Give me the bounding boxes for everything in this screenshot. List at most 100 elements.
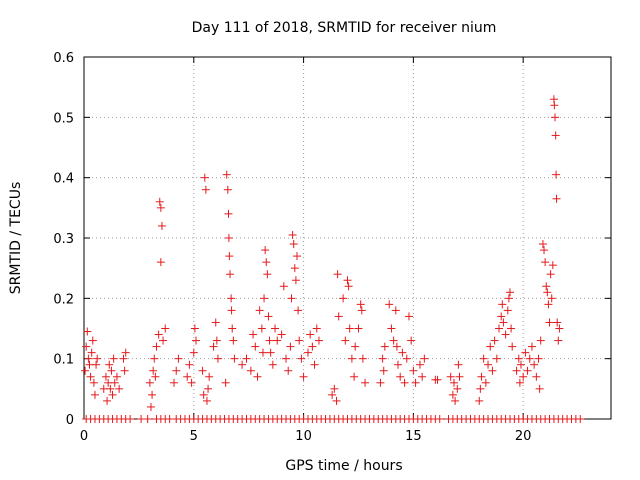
data-point [354,324,363,333]
y-axis-label: SRMTID / TECUs [8,182,24,295]
data-point [497,312,506,321]
data-point [101,372,110,381]
grid [84,57,611,419]
data-point [86,372,95,381]
data-point [174,354,183,363]
data-point [451,396,460,405]
data-point [308,342,317,351]
data-point [121,348,130,357]
data-point [159,336,168,345]
data-point [546,270,555,279]
data-point [389,336,398,345]
data-point [120,366,129,375]
data-point [106,384,115,393]
data-point [333,270,342,279]
data-point [555,324,564,333]
data-point [475,396,484,405]
data-point [481,378,490,387]
x-axis-label: GPS time / hours [285,458,402,474]
data-point [532,372,541,381]
data-point [514,354,523,363]
data-point [476,384,485,393]
data-point [185,360,194,369]
data-point [498,300,507,309]
zero-data-point [576,415,585,423]
data-point [119,354,128,363]
data-point [402,354,411,363]
data-point [523,366,532,375]
data-point [279,282,288,291]
data-point [334,312,343,321]
data-point [407,336,416,345]
data-point [544,300,553,309]
data-point [228,324,237,333]
data-point [553,318,562,327]
data-point [249,330,258,339]
data-point [81,366,90,375]
data-point [550,101,559,110]
y-tick-label: 0.6 [53,51,74,66]
data-point [155,197,164,206]
data-point [328,390,337,399]
data-point [287,294,296,303]
data-point [90,390,99,399]
data-point [415,360,424,369]
data-point [486,342,495,351]
data-point [187,378,196,387]
x-ticks: 0 5 10 15 20 [80,57,532,444]
data-point [547,294,556,303]
data-point [455,372,464,381]
data-point [330,384,339,393]
data-point [115,384,124,393]
data-point [504,294,513,303]
data-point [105,360,114,369]
data-point [552,194,561,203]
data-point [93,354,102,363]
data-point [198,366,207,375]
data-point [265,336,274,345]
data-point [224,234,233,242]
data-point [505,288,514,297]
data-point [521,348,530,357]
data-point [268,360,277,369]
data-point [351,342,360,351]
x-tick-label: 20 [515,429,532,444]
data-point [87,348,96,357]
data-point [204,384,213,393]
data-point [229,336,238,345]
data-point [503,306,512,315]
x-tick-label: 15 [405,429,422,444]
data-point [223,185,232,194]
data-point [343,276,352,285]
data-point [310,360,319,369]
data-point [530,360,539,369]
data-point [225,252,234,261]
data-point [490,336,499,345]
data-point [357,306,366,315]
data-point [420,354,429,363]
data-point [89,378,98,387]
data-point [108,390,117,399]
data-point [255,306,264,315]
data-point [92,360,101,369]
data-point [552,170,561,179]
data-point [149,366,158,375]
data-point [258,348,267,357]
data-point [387,324,396,333]
data-point [209,342,218,351]
data-point [103,396,112,405]
x-tick-label: 0 [80,429,88,444]
y-tick-label: 0.3 [53,232,74,247]
data-point [288,230,297,239]
data-point [380,342,389,351]
y-tick-label: 0.2 [53,292,74,307]
y-tick-label: 0.1 [53,353,74,368]
data-point [294,306,303,315]
data-point [536,336,545,345]
data-point [507,324,516,333]
data-point [545,318,554,327]
data-point [292,252,301,261]
data-point [508,342,517,351]
data-point [82,342,91,351]
